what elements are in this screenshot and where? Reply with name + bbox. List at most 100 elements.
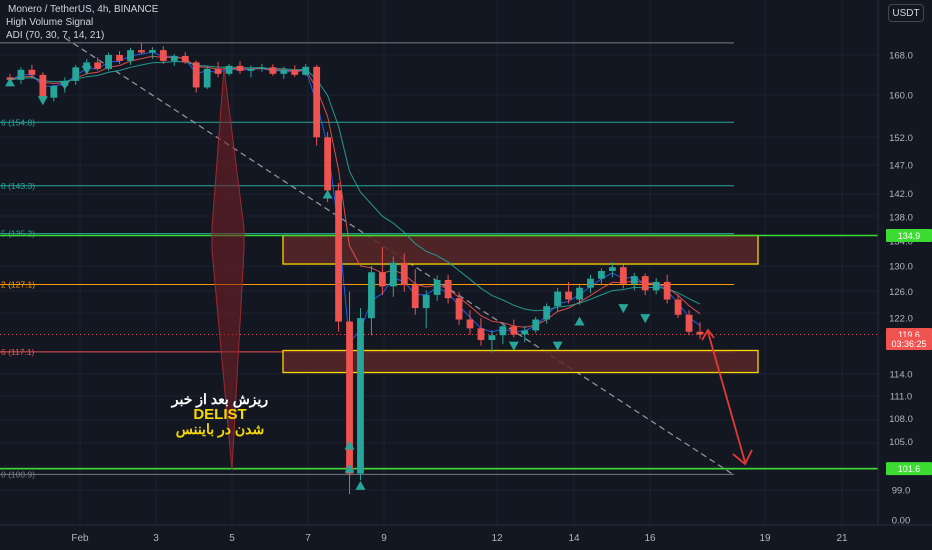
candle-body [214,68,222,74]
candle-body [685,314,693,332]
trendline-dashed [64,37,735,476]
fib-level-label: 6 (117.1) [1,347,35,357]
candle [127,47,134,65]
indicator-high-volume-signal[interactable]: High Volume Signal [6,17,94,28]
candle [17,67,25,84]
indicator-adi[interactable]: ADI (70, 30, 7, 14, 21) [6,30,105,41]
candle-body [619,267,627,284]
candle [400,253,408,292]
fib-level-label: 0 (100.9) [1,469,35,479]
candle [313,64,321,146]
time-axis-tick: 9 [381,533,387,544]
candle [433,275,441,301]
price-axis-tick: 99.0 [892,486,911,497]
candle-body [269,67,277,74]
candle-body [313,66,321,138]
candle-body [663,281,671,300]
signal-marker [59,80,70,90]
candle-body [357,318,364,474]
candle-body [532,319,540,331]
candle-body [280,69,288,74]
candle [291,65,299,77]
candle-body [225,65,233,74]
annotation-line-3: شدن در بایننس [175,421,265,437]
candle [138,42,145,55]
candle-body [148,50,156,53]
candle-body [50,85,58,98]
candle [236,60,244,74]
candle [674,294,682,319]
annotation-line-2: DELIST [193,406,247,423]
candle-body [138,50,145,53]
symbol-title[interactable]: Monero / TetherUS, 4h, BINANCE [8,4,159,15]
price-axis-tick: 0.00 [892,516,911,527]
candle [543,303,551,324]
candle-body [324,137,332,191]
candle [598,268,605,284]
candle-body [159,50,167,61]
candle-body [291,69,299,75]
candle [477,318,485,346]
candle [28,64,36,78]
price-axis-tick: 168.0 [889,51,913,62]
price-axis-badge [886,337,932,351]
candle-body [641,276,649,291]
time-axis-tick: 16 [644,533,656,544]
candle [269,64,277,76]
candle [663,274,671,304]
candle [532,316,540,334]
candle-body [94,62,102,69]
signal-marker [344,440,355,450]
candle-body [400,262,408,286]
moving-average-line [9,60,701,312]
candle-body [477,328,485,341]
price-axis-tick: 130.0 [889,261,913,272]
candle [565,281,572,304]
candle [587,274,594,293]
price-axis-badge-label: 119.6 [898,330,920,340]
time-axis-tick: 12 [491,533,503,544]
currency-button[interactable]: USDT [888,4,924,22]
candle-body [488,335,496,341]
time-axis-tick: 19 [759,533,771,544]
candle-body [39,74,47,98]
candle [641,273,649,295]
candle [499,322,507,345]
price-axis-tick: 134.0 [889,236,913,247]
price-axis-tick: 114.0 [889,369,912,380]
candle [576,285,583,305]
candle [422,290,430,329]
price-axis-tick: 122.0 [889,314,913,325]
candle-body [72,67,80,81]
candle [378,247,386,295]
candle [652,278,660,295]
candle-body [83,62,91,68]
signal-marker [344,463,355,473]
candle-body [127,50,134,61]
moving-average-line [9,51,701,344]
candle-body [116,55,123,61]
candle-body [422,294,430,309]
price-axis-tick: 138.0 [889,212,913,223]
candle-body [565,291,572,300]
candle-body [236,65,244,71]
signal-marker [552,341,563,351]
candle [696,322,704,339]
signal-marker [355,480,366,490]
signal-marker [322,189,333,199]
candle [302,63,310,76]
price-axis-tick: 152.0 [889,133,913,144]
price-axis-badge [886,228,932,242]
candle-body [674,299,682,315]
delist-annotation: ریزش بعد از خبر DELIST شدن در بایننس [160,392,280,437]
candle [521,325,529,343]
projection-arrow-head [732,449,753,466]
price-axis-badge-label: 134.9 [898,231,921,241]
candle [50,84,58,102]
candle-body [587,278,594,288]
signal-marker [5,77,15,87]
price-axis-tick: 108.0 [889,414,913,425]
candle [203,65,211,89]
